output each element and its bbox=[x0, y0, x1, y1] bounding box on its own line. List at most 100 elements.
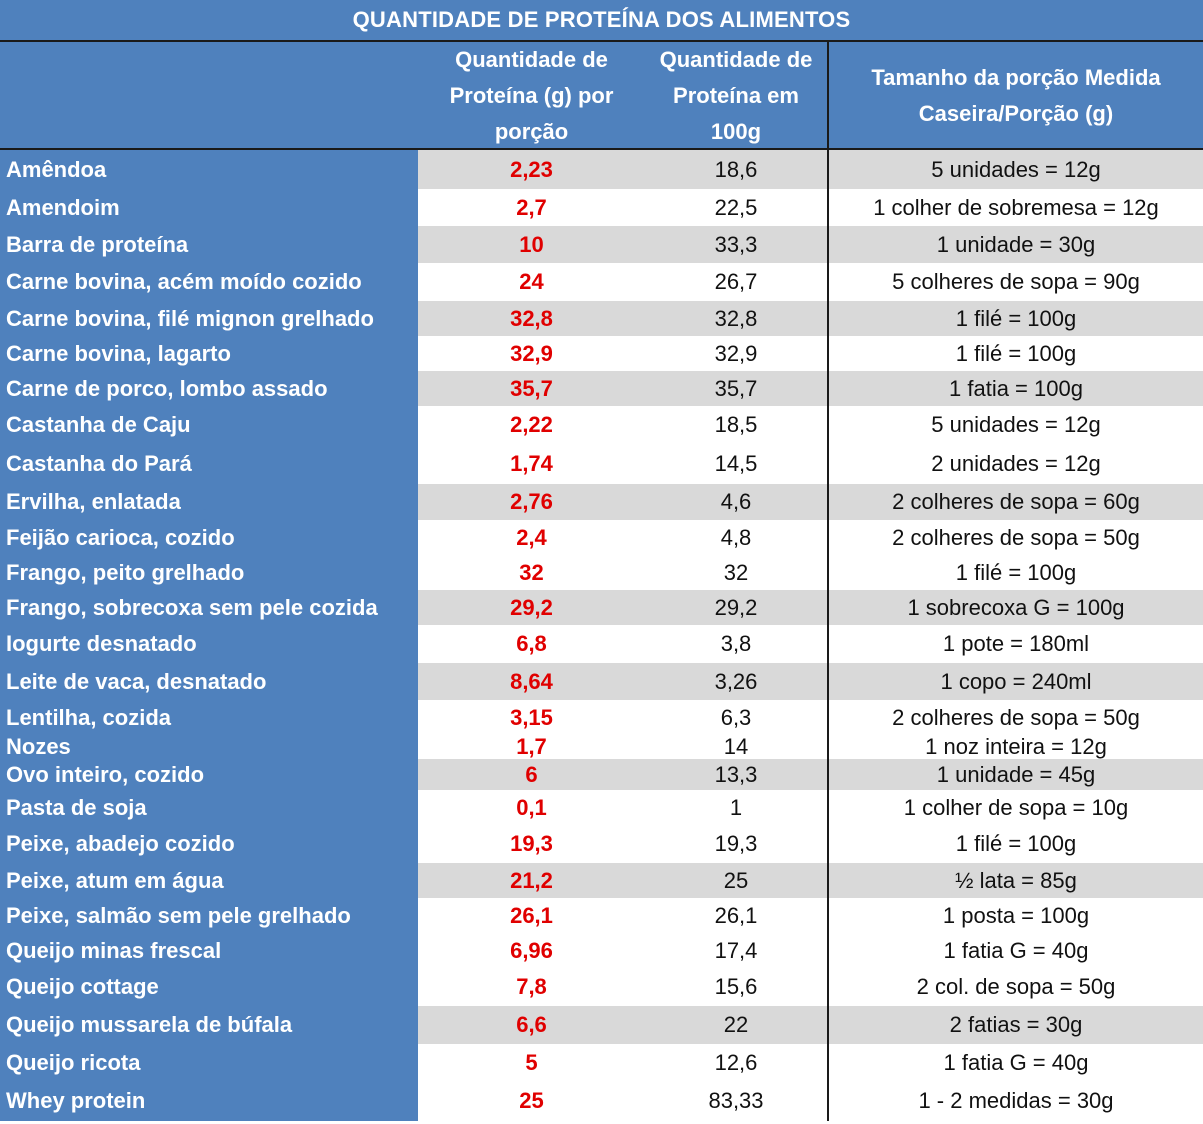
table-row: Lentilha, cozida 3,15 6,3 2 colheres de sop… bbox=[0, 700, 1203, 735]
portion-size-cell: 1 sobrecoxa G = 100g bbox=[829, 590, 1203, 625]
food-name-cell: Carne bovina, lagarto bbox=[0, 336, 418, 371]
food-name-cell: Frango, sobrecoxa sem pele cozida bbox=[0, 590, 418, 625]
food-name-cell: Nozes bbox=[0, 735, 418, 759]
protein-100g-cell: 32 bbox=[645, 555, 829, 590]
table-row: Castanha de Caju 2,22 18,5 5 unidades = 12g bbox=[0, 406, 1203, 444]
protein-100g-cell: 3,26 bbox=[645, 663, 829, 700]
protein-100g-cell: 25 bbox=[645, 863, 829, 898]
protein-100g-cell: 22,5 bbox=[645, 189, 829, 226]
table-row: Queijo mussarela de búfala 6,6 22 2 fatias … bbox=[0, 1006, 1203, 1044]
food-name-cell: Ervilha, enlatada bbox=[0, 484, 418, 520]
protein-100g-cell: 18,6 bbox=[645, 150, 829, 189]
portion-size-cell: 1 filé = 100g bbox=[829, 336, 1203, 371]
portion-size-cell: 1 colher de sobremesa = 12g bbox=[829, 189, 1203, 226]
table-row: Barra de proteína 10 33,3 1 unidade = 30g bbox=[0, 226, 1203, 263]
portion-size-cell: 1 fatia G = 40g bbox=[829, 1044, 1203, 1081]
table-row: Castanha do Pará 1,74 14,5 2 unidades = 12g bbox=[0, 444, 1203, 484]
table-row: Queijo ricota 5 12,6 1 fatia G = 40g bbox=[0, 1044, 1203, 1081]
food-name-cell: Peixe, abadejo cozido bbox=[0, 825, 418, 863]
portion-size-cell: 1 unidade = 30g bbox=[829, 226, 1203, 263]
food-name-cell: Lentilha, cozida bbox=[0, 700, 418, 735]
protein-100g-cell: 26,7 bbox=[645, 263, 829, 301]
table-row: Carne bovina, acém moído cozido 24 26,7 5 c… bbox=[0, 263, 1203, 301]
table-header: Quantidade de Proteína (g) por porção Qu… bbox=[0, 42, 1203, 150]
portion-protein-cell: 8,64 bbox=[418, 663, 645, 700]
portion-protein-cell: 2,7 bbox=[418, 189, 645, 226]
protein-100g-cell: 3,8 bbox=[645, 625, 829, 663]
protein-100g-cell: 17,4 bbox=[645, 933, 829, 968]
table-row: Frango, peito grelhado 32 32 1 filé = 100g bbox=[0, 555, 1203, 590]
portion-size-cell: 2 colheres de sopa = 50g bbox=[829, 700, 1203, 735]
food-name-cell: Carne bovina, filé mignon grelhado bbox=[0, 301, 418, 336]
food-name-cell: Feijão carioca, cozido bbox=[0, 520, 418, 555]
protein-100g-cell: 26,1 bbox=[645, 898, 829, 933]
protein-100g-cell: 1 bbox=[645, 790, 829, 825]
food-name-cell: Frango, peito grelhado bbox=[0, 555, 418, 590]
header-portion-size: Tamanho da porção Medida Caseira/Porção … bbox=[871, 65, 1161, 126]
portion-size-cell: 2 unidades = 12g bbox=[829, 444, 1203, 484]
portion-protein-cell: 19,3 bbox=[418, 825, 645, 863]
portion-size-cell: 5 colheres de sopa = 90g bbox=[829, 263, 1203, 301]
table-row: Queijo cottage 7,8 15,6 2 col. de sopa = 50… bbox=[0, 968, 1203, 1006]
protein-100g-cell: 29,2 bbox=[645, 590, 829, 625]
portion-protein-cell: 10 bbox=[418, 226, 645, 263]
table-row: Amêndoa 2,23 18,6 5 unidades = 12g bbox=[0, 150, 1203, 189]
food-name-cell: Queijo cottage bbox=[0, 968, 418, 1006]
food-name-cell: Queijo ricota bbox=[0, 1044, 418, 1081]
portion-size-cell: 1 copo = 240ml bbox=[829, 663, 1203, 700]
protein-100g-cell: 4,6 bbox=[645, 484, 829, 520]
table-row: Peixe, abadejo cozido 19,3 19,3 1 filé = 10… bbox=[0, 825, 1203, 863]
portion-protein-cell: 32,9 bbox=[418, 336, 645, 371]
portion-size-cell: 1 colher de sopa = 10g bbox=[829, 790, 1203, 825]
table-row: Iogurte desnatado 6,8 3,8 1 pote = 180ml bbox=[0, 625, 1203, 663]
portion-size-cell: 1 posta = 100g bbox=[829, 898, 1203, 933]
portion-size-cell: ½ lata = 85g bbox=[829, 863, 1203, 898]
protein-100g-cell: 19,3 bbox=[645, 825, 829, 863]
portion-size-cell: 1 - 2 medidas = 30g bbox=[829, 1081, 1203, 1121]
protein-100g-cell: 14 bbox=[645, 735, 829, 759]
portion-protein-cell: 6 bbox=[418, 759, 645, 790]
portion-protein-cell: 32,8 bbox=[418, 301, 645, 336]
table-row: Pasta de soja 0,1 1 1 colher de sopa = 10g bbox=[0, 790, 1203, 825]
protein-100g-cell: 33,3 bbox=[645, 226, 829, 263]
portion-size-cell: 2 fatias = 30g bbox=[829, 1006, 1203, 1044]
table-row: Amendoim 2,7 22,5 1 colher de sobremesa = 1… bbox=[0, 189, 1203, 226]
header-food bbox=[0, 42, 418, 150]
protein-100g-cell: 83,33 bbox=[645, 1081, 829, 1121]
food-name-cell: Whey protein bbox=[0, 1081, 418, 1121]
portion-protein-cell: 5 bbox=[418, 1044, 645, 1081]
portion-protein-cell: 2,23 bbox=[418, 150, 645, 189]
portion-size-cell: 5 unidades = 12g bbox=[829, 150, 1203, 189]
portion-size-cell: 2 colheres de sopa = 60g bbox=[829, 484, 1203, 520]
portion-size-cell: 2 col. de sopa = 50g bbox=[829, 968, 1203, 1006]
table-row: Ovo inteiro, cozido 6 13,3 1 unidade = 45g bbox=[0, 759, 1203, 790]
food-name-cell: Carne bovina, acém moído cozido bbox=[0, 263, 418, 301]
portion-size-cell: 1 filé = 100g bbox=[829, 555, 1203, 590]
food-name-cell: Pasta de soja bbox=[0, 790, 418, 825]
table-row: Feijão carioca, cozido 2,4 4,8 2 colheres d… bbox=[0, 520, 1203, 555]
portion-protein-cell: 6,96 bbox=[418, 933, 645, 968]
portion-size-cell: 5 unidades = 12g bbox=[829, 406, 1203, 444]
food-name-cell: Leite de vaca, desnatado bbox=[0, 663, 418, 700]
header-protein-100g: Quantidade de Proteína em 100g bbox=[645, 42, 829, 150]
protein-100g-cell: 18,5 bbox=[645, 406, 829, 444]
table-body: Amêndoa 2,23 18,6 5 unidades = 12g Amendoim 2… bbox=[0, 150, 1203, 1124]
portion-protein-cell: 2,4 bbox=[418, 520, 645, 555]
portion-size-cell: 1 pote = 180ml bbox=[829, 625, 1203, 663]
table-row: Queijo minas frescal 6,96 17,4 1 fatia G = … bbox=[0, 933, 1203, 968]
table-row: Ervilha, enlatada 2,76 4,6 2 colheres de so… bbox=[0, 484, 1203, 520]
food-name-cell: Castanha de Caju bbox=[0, 406, 418, 444]
food-name-cell: Amendoim bbox=[0, 189, 418, 226]
food-name-cell: Peixe, atum em água bbox=[0, 863, 418, 898]
protein-100g-cell: 13,3 bbox=[645, 759, 829, 790]
portion-protein-cell: 26,1 bbox=[418, 898, 645, 933]
food-name-cell: Carne de porco, lombo assado bbox=[0, 371, 418, 406]
portion-size-cell: 2 colheres de sopa = 50g bbox=[829, 520, 1203, 555]
protein-100g-cell: 4,8 bbox=[645, 520, 829, 555]
protein-100g-cell: 35,7 bbox=[645, 371, 829, 406]
table-row: Carne de porco, lombo assado 35,7 35,7 1 fa… bbox=[0, 371, 1203, 406]
food-name-cell: Ovo inteiro, cozido bbox=[0, 759, 418, 790]
food-name-cell: Barra de proteína bbox=[0, 226, 418, 263]
table-row: Carne bovina, filé mignon grelhado 32,8 32… bbox=[0, 301, 1203, 336]
